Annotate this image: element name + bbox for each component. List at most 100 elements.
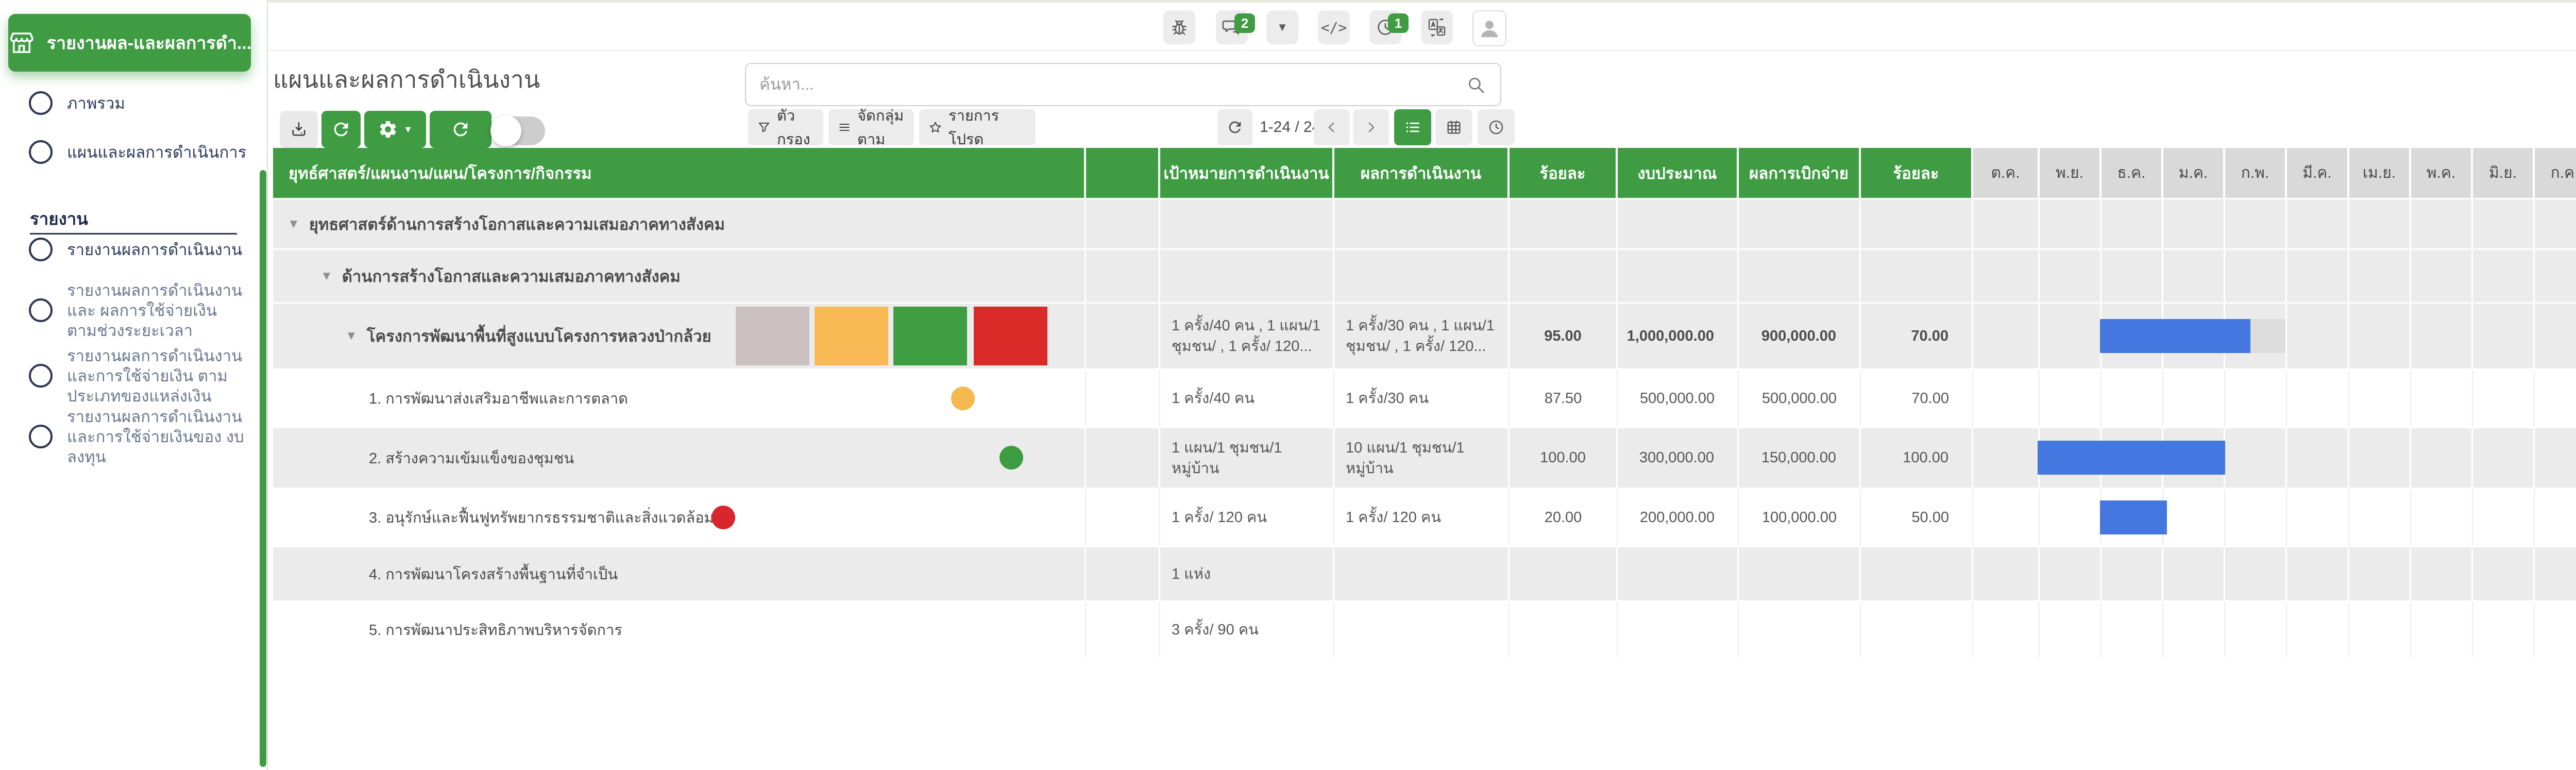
sidebar-item-report-1[interactable]: รายงานผลการดำเนินงาน — [0, 234, 258, 265]
funnel-icon — [757, 121, 771, 134]
column-header-disbursed[interactable]: ผลการเบิกจ่าย — [1739, 148, 1861, 198]
sync-button[interactable] — [430, 111, 492, 148]
sidebar-item-report-2[interactable]: รายงานผลการดำเนินงานและ ผลการใช้จ่ายเงิน… — [0, 279, 258, 341]
code-icon: </> — [1320, 19, 1347, 36]
chevron-right-icon — [1363, 120, 1379, 135]
refresh-icon — [331, 119, 351, 140]
status-dot — [951, 387, 975, 410]
radio-circle-icon — [29, 364, 53, 388]
column-header-percent2[interactable]: ร้อยละ — [1861, 148, 1973, 198]
developer-tools-button[interactable]: </> — [1318, 10, 1350, 44]
table-row[interactable]: 1. การพัฒนาส่งเสริมอาชีพและการตลาด 1 ครั… — [273, 370, 2576, 428]
pager-prev-button[interactable] — [1314, 109, 1350, 145]
month-header[interactable]: พ.ย. — [2040, 148, 2102, 198]
sidebar-item-overview[interactable]: ภาพรวม — [0, 88, 258, 119]
month-header[interactable]: ม.ค. — [2163, 148, 2225, 198]
gear-icon — [378, 119, 398, 140]
radio-circle-icon — [29, 298, 53, 322]
month-header[interactable]: เม.ย. — [2349, 148, 2411, 198]
search-input[interactable] — [745, 63, 1501, 106]
group-by-button[interactable]: จัดกลุ่มตาม — [828, 108, 914, 148]
settings-dropdown-button[interactable]: ▼ — [364, 111, 426, 148]
gantt-bar[interactable] — [2100, 500, 2167, 534]
pager-range: 1-24 / 24 — [1260, 119, 1321, 136]
table-row[interactable]: ▼ ด้านการสร้างโอกาสและความเสมอภาคทางสังคม — [273, 250, 2576, 304]
toggle-knob — [490, 115, 521, 146]
plan-results-table: ยุทธ์ศาสตร์/แผนงาน/แผน/โครงการ/กิจกรรม เ… — [273, 148, 2576, 659]
view-timeline-button[interactable] — [1478, 109, 1515, 145]
column-header-percent[interactable]: ร้อยละ — [1510, 148, 1618, 198]
sidebar-item-report-4[interactable]: รายงานผลการดำเนินงาน และการใช้จ่ายเงินขอ… — [0, 406, 258, 467]
refresh-button[interactable] — [321, 111, 361, 148]
column-header-result[interactable]: ผลการดำเนินงาน — [1334, 148, 1510, 198]
month-header[interactable]: ธ.ค. — [2102, 148, 2163, 198]
table-row[interactable]: 4. การพัฒนาโครงสร้างพื้นฐานที่จำเป็น 1 แ… — [273, 547, 2576, 602]
sidebar-section-title: รายงาน — [30, 209, 88, 228]
app-switcher-button[interactable]: รายงานผล-และผลการดำ... — [8, 14, 251, 72]
translate-icon — [1427, 18, 1447, 37]
table-row[interactable]: 3. อนุรักษ์และฟื้นฟูทรัพยากรธรรมชาติและส… — [273, 489, 2576, 547]
radio-circle-icon — [29, 140, 53, 164]
list-view-icon — [1404, 119, 1421, 136]
grid-view-icon — [1445, 119, 1463, 136]
sidebar-item-report-3[interactable]: รายงานผลการดำเนินงาน และการใช้จ่ายเงิน ต… — [0, 345, 258, 407]
table-row[interactable]: ▼ โครงการพัฒนาพื้นที่สูงแบบโครงการหลวงป่า… — [273, 304, 2576, 370]
more-dropdown-button[interactable]: ▼ — [1266, 10, 1298, 44]
month-header[interactable]: มิ.ย. — [2473, 148, 2535, 198]
translate-button[interactable] — [1421, 10, 1453, 44]
sidebar-item-plan-results[interactable]: แผนและผลการดำเนินการ — [0, 137, 258, 168]
table-row[interactable]: ▼ ยุทธศาสตร์ด้านการสร้างโอกาสและความเสมอภ… — [273, 199, 2576, 250]
collapse-triangle-icon[interactable]: ▼ — [320, 269, 333, 283]
chevron-down-icon: ▼ — [1277, 21, 1288, 34]
month-header[interactable]: ต.ค. — [1973, 148, 2040, 198]
month-header[interactable]: ก.ค. — [2535, 148, 2576, 198]
column-header-target[interactable]: เป้าหมายการดำเนินงาน — [1160, 148, 1334, 198]
month-header[interactable]: พ.ค. — [2411, 148, 2473, 198]
gantt-bar[interactable] — [2038, 441, 2225, 475]
activities-button[interactable]: 1 — [1369, 10, 1409, 44]
column-header-tree[interactable]: ยุทธ์ศาสตร์/แผนงาน/แผน/โครงการ/กิจกรรม — [273, 148, 1086, 198]
filter-button[interactable]: ตัวกรอง — [748, 108, 823, 148]
view-list-button[interactable] — [1394, 109, 1431, 145]
chevron-down-icon: ▼ — [403, 124, 413, 135]
column-header-blank — [1086, 148, 1160, 198]
debug-button[interactable] — [1163, 10, 1195, 44]
refresh-icon — [1226, 119, 1244, 136]
radio-circle-icon — [29, 425, 53, 448]
refresh-icon — [450, 119, 471, 140]
page-title: แผนและผลการดำเนินงาน — [273, 66, 540, 93]
download-icon — [290, 120, 308, 139]
store-icon — [8, 29, 36, 57]
reload-list-button[interactable] — [1217, 109, 1252, 145]
search-icon — [1465, 74, 1487, 96]
messages-button[interactable]: 2 — [1216, 10, 1255, 44]
status-block — [736, 307, 809, 365]
user-icon — [1478, 16, 1501, 40]
download-button[interactable] — [280, 111, 318, 148]
column-header-budget[interactable]: งบประมาณ — [1618, 148, 1739, 198]
star-icon — [928, 121, 942, 135]
status-block — [815, 307, 888, 365]
activities-badge: 1 — [1388, 13, 1409, 33]
topbar: 2 ▼ </> 1 — [268, 0, 2576, 51]
sidebar-scrollbar[interactable] — [260, 170, 266, 767]
table-row[interactable]: 5. การพัฒนาประสิทธิภาพบริหารจัดการ 3 ครั… — [273, 602, 2576, 659]
collapse-triangle-icon[interactable]: ▼ — [287, 216, 300, 231]
pager-next-button[interactable] — [1353, 109, 1389, 145]
status-dot — [999, 446, 1023, 470]
table-header-row: ยุทธ์ศาสตร์/แผนงาน/แผน/โครงการ/กิจกรรม เ… — [273, 148, 2576, 199]
toggle-switch[interactable] — [490, 115, 545, 146]
radio-circle-icon — [29, 91, 53, 115]
group-by-lines-icon — [838, 121, 851, 134]
history-clock-icon — [1487, 119, 1505, 136]
favorites-button[interactable]: รายการโปรด — [919, 108, 1036, 148]
month-header[interactable]: ก.พ. — [2225, 148, 2287, 198]
sidebar-section-divider — [30, 233, 237, 235]
gantt-bar[interactable] — [2100, 319, 2250, 353]
view-grid-button[interactable] — [1435, 109, 1472, 145]
table-row[interactable]: 2. สร้างความเข้มแข็งของชุมชน 1 แผน/1 ชุม… — [273, 428, 2576, 489]
radio-circle-icon — [29, 238, 53, 261]
collapse-triangle-icon[interactable]: ▼ — [345, 329, 358, 343]
month-header[interactable]: มี.ค. — [2287, 148, 2349, 198]
avatar[interactable] — [1472, 10, 1506, 46]
